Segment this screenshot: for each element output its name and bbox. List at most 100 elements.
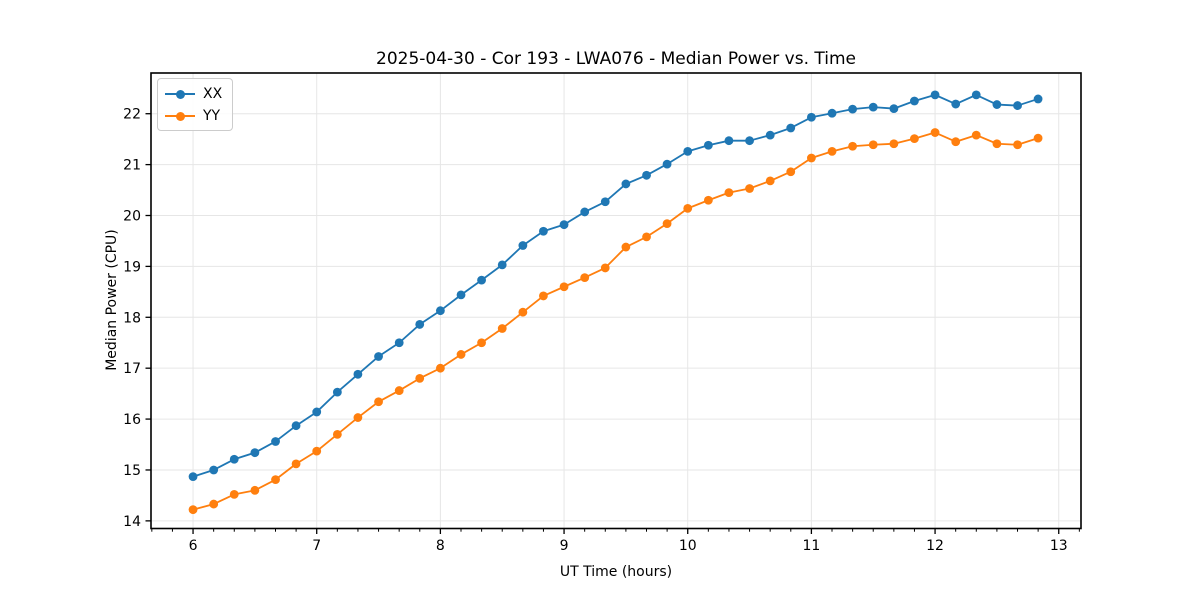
series-yy-marker — [539, 291, 548, 301]
series-xx-marker — [724, 136, 734, 146]
x-tick-label: 12 — [926, 538, 944, 554]
series-xx-marker — [621, 179, 631, 189]
series-yy-marker — [806, 153, 816, 163]
series-xx-marker — [250, 448, 260, 458]
series-yy-marker — [600, 263, 610, 273]
y-axis-label: Median Power (CPU) — [104, 229, 120, 371]
y-tick-label: 18 — [123, 310, 141, 326]
series-xx-marker — [209, 465, 219, 475]
series-xx-marker — [827, 108, 837, 118]
series-yy-marker — [394, 386, 404, 395]
series-yy-marker — [477, 338, 486, 348]
series-yy-marker — [353, 413, 363, 422]
series-xx-marker — [456, 290, 466, 300]
series-yy-marker — [992, 139, 1002, 149]
series-yy-marker — [497, 324, 507, 333]
series-xx-marker — [271, 437, 280, 446]
x-tick-label: 11 — [802, 538, 820, 554]
series-yy-marker — [745, 184, 754, 193]
series-xx-marker — [662, 159, 672, 169]
series-xx-marker — [497, 260, 507, 270]
series-yy-marker — [250, 485, 260, 495]
series-xx-marker — [394, 338, 404, 348]
series-yy-marker — [889, 139, 899, 149]
series-xx-swatch-icon — [165, 89, 195, 99]
series-yy-marker — [518, 307, 528, 317]
series-yy-marker — [312, 446, 322, 456]
series-yy-marker — [621, 242, 631, 252]
x-tick-label: 8 — [436, 538, 445, 554]
series-yy-marker — [848, 141, 857, 151]
series-yy-marker — [703, 195, 713, 205]
series-xx-marker — [951, 99, 961, 109]
series-yy-marker — [930, 128, 940, 137]
series-yy-marker — [683, 203, 693, 213]
series-xx-marker — [1033, 94, 1043, 104]
series-xx-marker — [477, 275, 486, 285]
legend-item-yy: YY — [165, 106, 222, 125]
series-xx-marker — [806, 112, 816, 122]
series-yy-marker — [580, 273, 590, 282]
series-yy-marker — [291, 459, 301, 469]
series-xx-marker — [992, 100, 1002, 109]
series-xx-marker — [415, 320, 425, 329]
series-xx-marker — [600, 197, 610, 207]
series-xx-marker — [435, 306, 445, 316]
series-xx-marker — [374, 352, 383, 361]
series-xx-marker — [312, 407, 322, 417]
series-xx-marker — [229, 454, 239, 464]
series-yy-marker — [971, 130, 981, 140]
x-tick-label: 13 — [1050, 538, 1068, 554]
y-tick-label: 20 — [123, 209, 141, 225]
y-tick-label: 21 — [123, 158, 141, 174]
y-tick-label: 14 — [123, 514, 141, 530]
x-tick-label: 7 — [312, 538, 321, 554]
series-yy-marker — [209, 499, 219, 509]
series-yy-marker — [456, 350, 466, 359]
legend-label-xx: XX — [203, 85, 223, 102]
y-tick-label: 17 — [123, 361, 141, 377]
x-tick-label: 10 — [679, 538, 697, 554]
y-tick-label: 16 — [123, 412, 141, 428]
series-xx-marker — [930, 90, 940, 100]
series-xx-marker — [745, 136, 754, 146]
series-xx-marker — [868, 102, 878, 112]
series-xx-marker — [683, 146, 693, 156]
series-yy-marker — [435, 363, 445, 373]
series-yy-marker — [559, 282, 569, 292]
series-xx-marker — [703, 140, 713, 150]
legend-label-yy: YY — [203, 107, 221, 124]
series-yy-marker — [662, 219, 672, 229]
chart-title: 2025-04-30 - Cor 193 - LWA076 - Median P… — [376, 49, 856, 69]
series-xx-marker — [971, 90, 981, 100]
series-xx-marker — [642, 170, 651, 180]
x-tick-label: 9 — [560, 538, 569, 554]
series-yy-marker — [1033, 133, 1043, 143]
series-yy-marker — [724, 188, 734, 198]
legend-item-xx: XX — [165, 84, 222, 103]
series-yy-marker — [827, 146, 837, 156]
series-yy-marker — [1013, 140, 1022, 150]
series-yy-marker — [229, 490, 239, 499]
series-yy-swatch-icon — [165, 111, 195, 121]
y-tick-label: 15 — [123, 463, 141, 479]
series-xx-marker — [786, 123, 796, 133]
series-xx-marker — [559, 220, 569, 230]
series-xx-marker — [332, 387, 342, 397]
series-yy-marker — [765, 176, 775, 186]
x-axis-label: UT Time (hours) — [559, 564, 673, 580]
y-tick-label: 19 — [123, 259, 141, 275]
series-yy-marker — [374, 397, 383, 407]
series-xx-marker — [765, 130, 775, 140]
series-xx-marker — [518, 241, 528, 250]
series-yy-marker — [910, 134, 919, 144]
series-yy-marker — [642, 232, 651, 242]
series-xx-marker — [910, 96, 919, 106]
series-yy-marker — [951, 137, 961, 147]
series-xx-marker — [291, 421, 301, 431]
series-yy-marker — [188, 505, 198, 515]
series-xx-marker — [188, 472, 198, 481]
y-tick-label: 22 — [123, 107, 141, 123]
